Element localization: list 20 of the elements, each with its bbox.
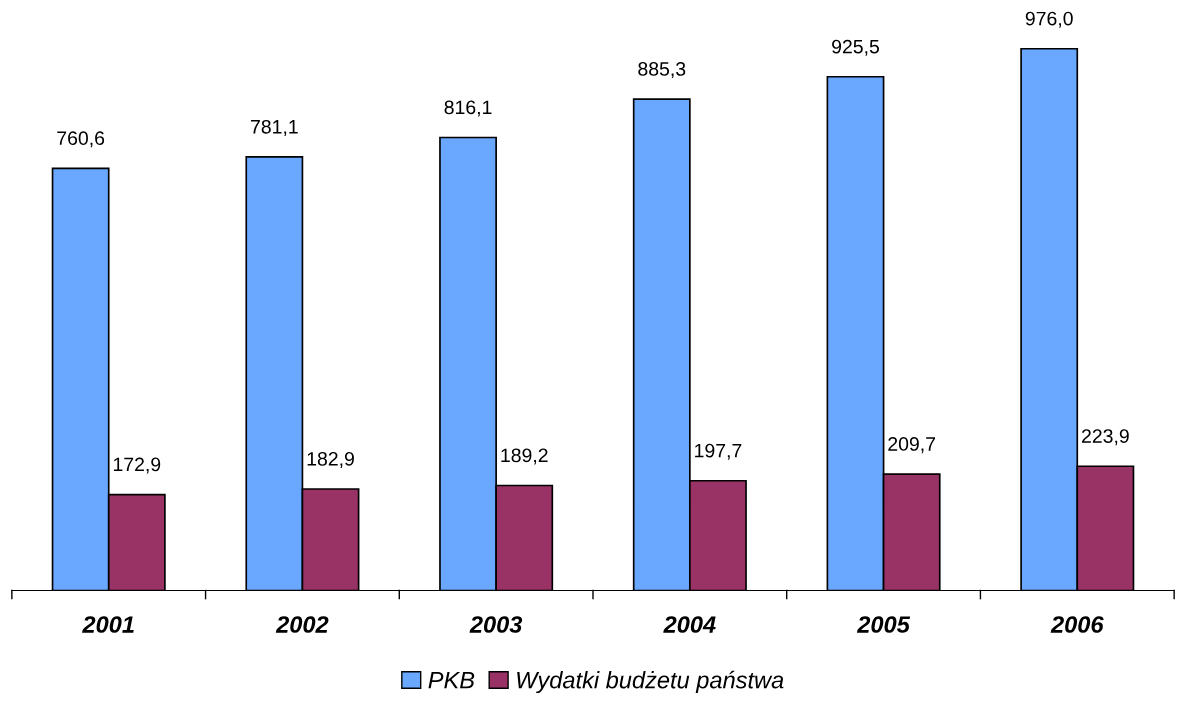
data-label: 172,9: [113, 457, 161, 474]
x-tick-label: 2004: [663, 616, 716, 633]
data-label: 197,7: [695, 443, 742, 460]
data-label: 781,1: [251, 119, 298, 136]
data-label: 182,9: [307, 451, 354, 468]
legend-label: PKB: [428, 671, 475, 689]
data-label: 885,3: [638, 62, 686, 79]
data-label: 209,7: [888, 437, 936, 454]
x-tick-label: 2003: [469, 616, 523, 633]
data-label: 976,0: [1025, 11, 1073, 28]
data-label: 816,1: [444, 100, 492, 117]
x-tick-label: 2005: [856, 616, 911, 633]
x-tick-label: 2001: [82, 616, 134, 633]
data-label: 760,6: [57, 131, 105, 148]
x-tick-label: 2006: [1050, 616, 1104, 633]
data-label: 223,9: [1082, 429, 1129, 446]
data-label: 925,5: [832, 39, 879, 56]
legend-label: Wydatki budżetu państwa: [517, 670, 784, 694]
data-label: 189,2: [501, 448, 548, 465]
x-tick-label: 2002: [275, 616, 329, 633]
